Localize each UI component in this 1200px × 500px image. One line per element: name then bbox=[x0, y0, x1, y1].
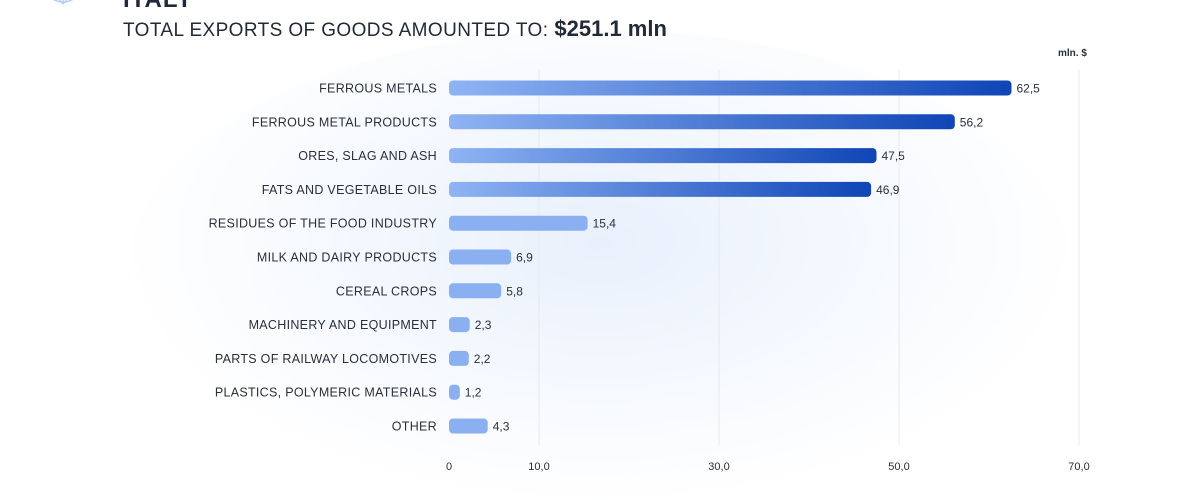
value-label: 46,9 bbox=[876, 183, 900, 197]
value-label: 6,9 bbox=[516, 251, 533, 265]
background-glow bbox=[130, 30, 1070, 500]
category-label: FATS AND VEGETABLE OILS bbox=[262, 183, 437, 197]
bar bbox=[449, 384, 460, 400]
category-label: FERROUS METALS bbox=[319, 82, 437, 96]
headline-total: $251.1 mln bbox=[554, 16, 667, 41]
value-label: 2,3 bbox=[475, 318, 492, 332]
category-label: PLASTICS, POLYMERIC MATERIALS bbox=[215, 386, 437, 400]
bar bbox=[449, 181, 872, 197]
category-label: FERROUS METAL PRODUCTS bbox=[252, 115, 437, 129]
headline-lead: TOTAL EXPORTS OF GOODS AMOUNTED TO: bbox=[123, 20, 549, 41]
bar bbox=[449, 148, 877, 164]
category-label: ORES, SLAG AND ASH bbox=[298, 149, 437, 163]
exports-bar-chart: 0 10,0 30,0 50,0 70,0 FERROUS METALS 62,5 FERRO… bbox=[209, 70, 1090, 474]
category-label: CEREAL CROPS bbox=[336, 284, 437, 298]
bar bbox=[449, 283, 502, 299]
labels: 0 10,0 30,0 50,0 70,0 FERROUS METALS 62,5 FERRO… bbox=[209, 82, 1090, 474]
value-label: 4,3 bbox=[493, 420, 510, 434]
globe-logo-icon bbox=[52, 0, 74, 5]
x-tick-label: 0 bbox=[446, 461, 452, 473]
category-label: MACHINERY AND EQUIPMENT bbox=[249, 318, 437, 332]
bar bbox=[449, 418, 488, 434]
value-label: 47,5 bbox=[882, 149, 906, 163]
x-tick-label: 50,0 bbox=[888, 461, 909, 473]
x-tick-label: 10,0 bbox=[528, 461, 549, 473]
value-label: 5,8 bbox=[506, 284, 523, 298]
country-title: ITALY bbox=[123, 0, 193, 14]
bars bbox=[449, 80, 1012, 434]
grid-lines bbox=[538, 70, 1080, 445]
unit-label: mln. $ bbox=[1058, 48, 1087, 59]
value-label: 15,4 bbox=[593, 217, 617, 231]
bar bbox=[449, 80, 1012, 96]
category-label: OTHER bbox=[392, 420, 437, 434]
bar bbox=[449, 215, 588, 231]
value-label: 56,2 bbox=[960, 115, 984, 129]
bar bbox=[449, 114, 955, 130]
chart-headline: TOTAL EXPORTS OF GOODS AMOUNTED TO: $251.… bbox=[123, 16, 667, 42]
x-tick-label: 70,0 bbox=[1068, 461, 1089, 473]
x-tick-label: 30,0 bbox=[708, 461, 729, 473]
value-label: 2,2 bbox=[474, 352, 491, 366]
category-label: PARTS OF RAILWAY LOCOMOTIVES bbox=[215, 352, 437, 366]
bar bbox=[449, 350, 469, 366]
category-label: MILK AND DAIRY PRODUCTS bbox=[257, 251, 437, 265]
value-label: 1,2 bbox=[465, 386, 482, 400]
category-label: RESIDUES OF THE FOOD INDUSTRY bbox=[209, 217, 438, 231]
bar bbox=[449, 317, 470, 333]
value-label: 62,5 bbox=[1017, 82, 1041, 96]
bar bbox=[449, 249, 512, 265]
